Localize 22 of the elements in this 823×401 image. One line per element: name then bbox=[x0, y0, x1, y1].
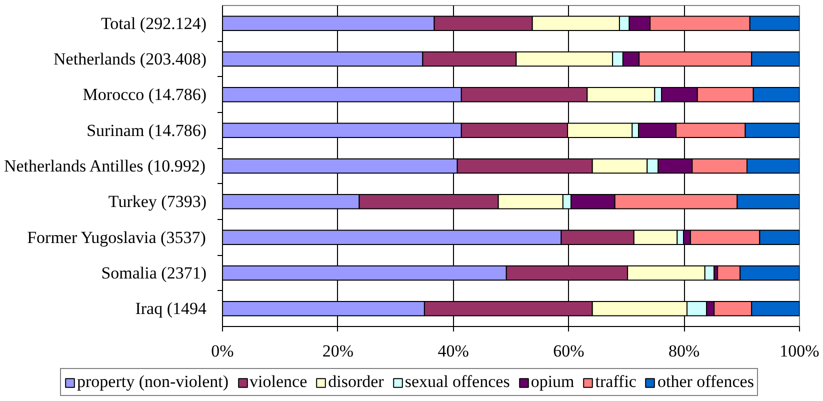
legend-label: sexual offences bbox=[404, 372, 510, 392]
x-tick-label: 0% bbox=[211, 342, 234, 360]
x-tick-label: 60% bbox=[553, 342, 584, 360]
x-tick-label: 40% bbox=[438, 342, 469, 360]
x-tick-label: 20% bbox=[322, 342, 354, 360]
y-tick-label: Somalia (2371) bbox=[101, 264, 207, 282]
y-tick-label: Total (292.124) bbox=[100, 14, 207, 33]
y-tick-label: Turkey (7393) bbox=[108, 192, 207, 212]
y-tick-label: Iraq (1494 bbox=[135, 299, 207, 318]
y-tick-label: Netherlands (203.408) bbox=[54, 50, 207, 68]
legend-label: traffic bbox=[595, 372, 636, 392]
y-tick-label: Former Yugoslavia (3537) bbox=[27, 228, 206, 247]
x-tick-label: 80% bbox=[668, 342, 700, 360]
legend-label: property (non-violent) bbox=[77, 372, 229, 392]
y-tick-label: Surinam (14.786) bbox=[86, 120, 207, 140]
x-tick-label: 100% bbox=[780, 342, 820, 360]
y-tick-label: Netherlands Antilles (10.992) bbox=[4, 156, 206, 176]
legend-label: disorder bbox=[328, 372, 384, 392]
legend-label: violence bbox=[250, 372, 308, 392]
legend-label: other offences bbox=[657, 372, 754, 392]
legend-label: opium bbox=[530, 372, 574, 392]
y-tick-label: Morocco (14.786) bbox=[82, 85, 207, 104]
